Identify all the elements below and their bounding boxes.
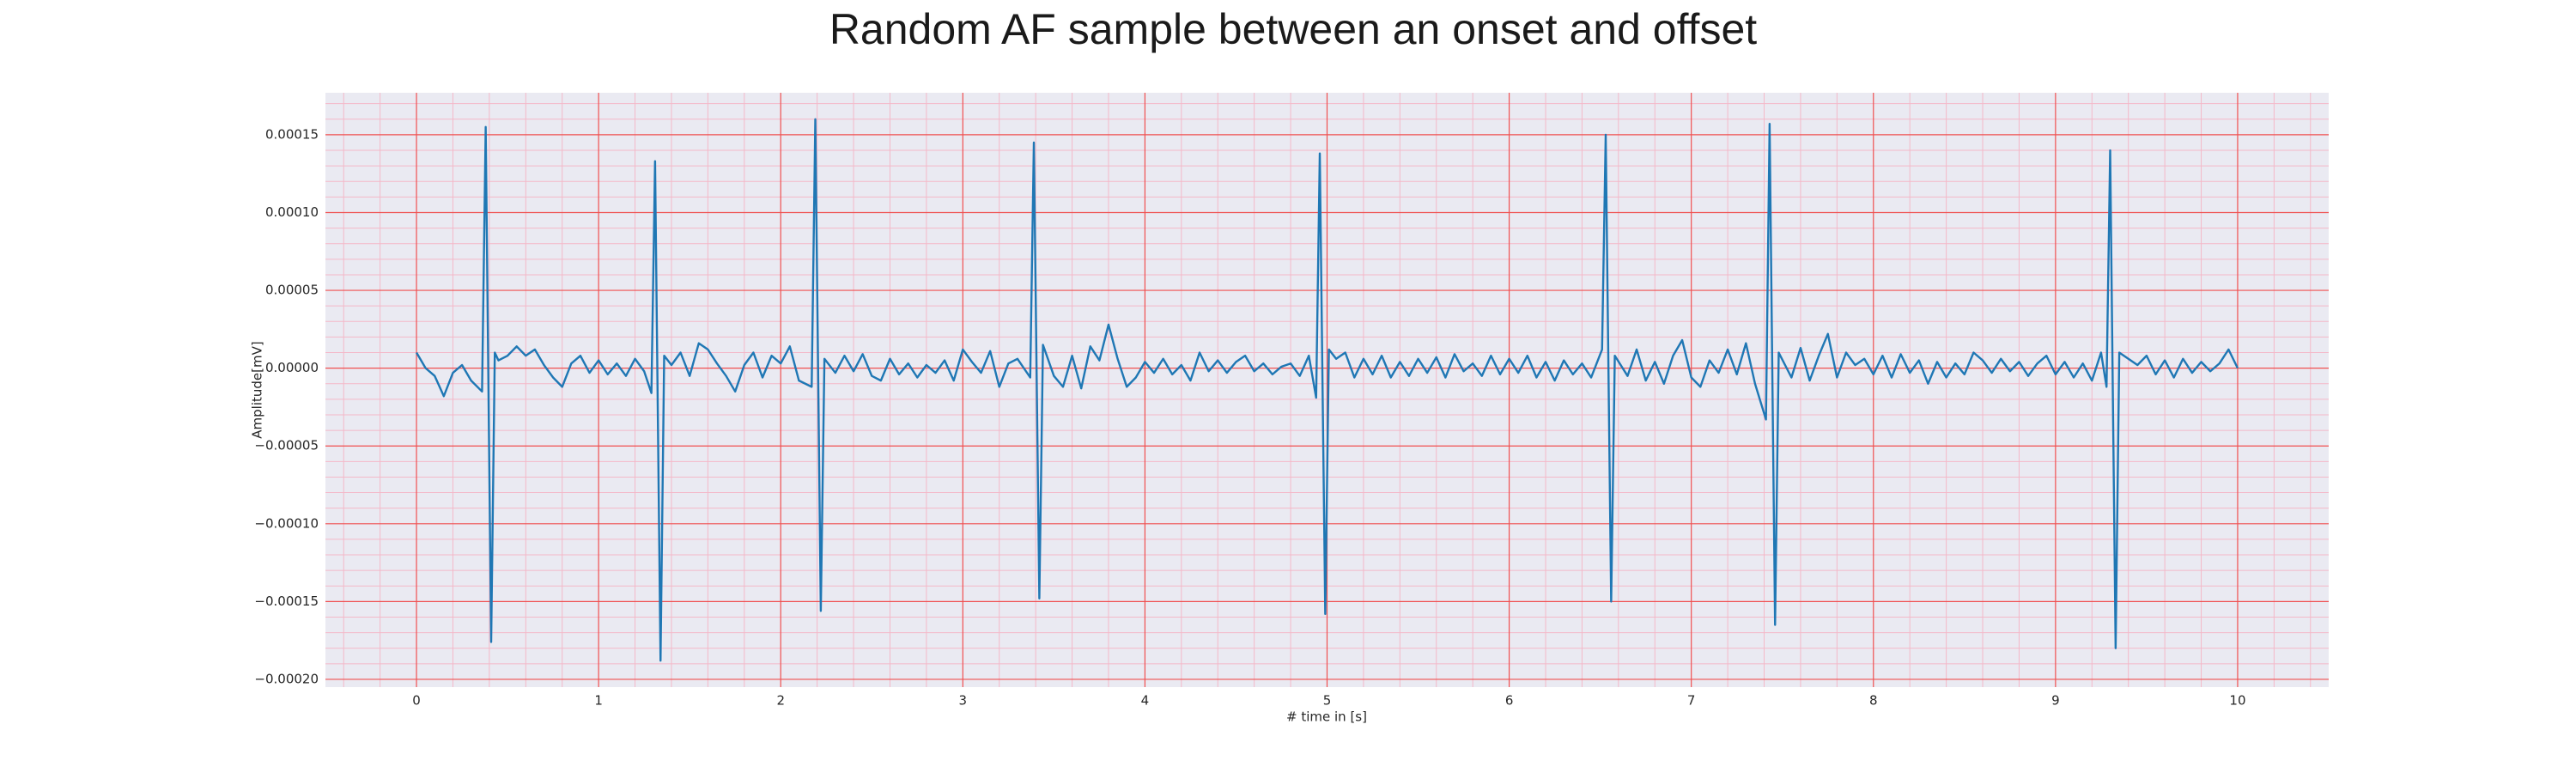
x-tick-label: 3 — [959, 693, 968, 709]
x-tick-label: 2 — [776, 693, 785, 709]
x-tick-label: 1 — [594, 693, 603, 709]
chart-title: Random AF sample between an onset and of… — [829, 5, 1757, 53]
x-tick-label: 6 — [1505, 693, 1514, 709]
y-tick-label: −0.00015 — [254, 593, 319, 609]
y-tick-label: −0.00010 — [254, 515, 319, 531]
x-tick-label: 9 — [2051, 693, 2060, 709]
y-tick-label: −0.00020 — [254, 671, 319, 686]
y-tick-label: −0.00005 — [254, 438, 319, 453]
y-axis-label: Amplitude[mV] — [250, 341, 265, 438]
x-tick-label: 10 — [2229, 693, 2245, 709]
x-tick-label: 0 — [412, 693, 421, 709]
y-tick-label: 0.00000 — [265, 360, 319, 375]
major-grid — [325, 93, 2329, 687]
data-line — [416, 118, 2239, 662]
x-tick-label: 7 — [1687, 693, 1696, 709]
x-tick-label: 4 — [1141, 693, 1150, 709]
y-tick-label: 0.00005 — [265, 283, 319, 298]
plot-marks — [416, 118, 2239, 662]
x-tick-label: 8 — [1869, 693, 1878, 709]
x-tick-label: 5 — [1323, 693, 1332, 709]
x-axis-label: # time in [s] — [1286, 709, 1367, 725]
y-tick-label: 0.00015 — [265, 126, 319, 142]
y-tick-label: 0.00010 — [265, 204, 319, 220]
